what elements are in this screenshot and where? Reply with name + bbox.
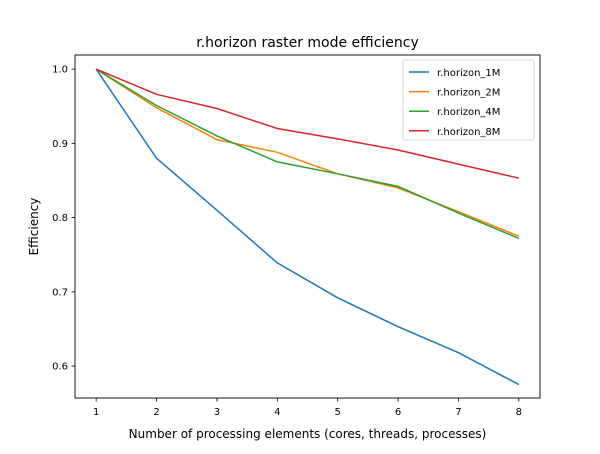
x-tick-label: 2 bbox=[153, 407, 159, 418]
legend-label: r.horizon_2M bbox=[437, 88, 500, 99]
x-tick-label: 7 bbox=[455, 407, 461, 418]
series-line-r.horizon_4M bbox=[95, 68, 520, 240]
legend-label: r.horizon_1M bbox=[437, 68, 500, 79]
legend-label: r.horizon_4M bbox=[437, 107, 500, 118]
series-line-r.horizon_1M bbox=[95, 68, 520, 386]
y-tick-label: 0.9 bbox=[52, 139, 68, 150]
x-tick-label: 6 bbox=[395, 407, 401, 418]
y-tick-label: 0.6 bbox=[52, 362, 68, 373]
x-tick-label: 8 bbox=[516, 407, 522, 418]
series-line-r.horizon_2M bbox=[95, 68, 520, 237]
x-tick-label: 3 bbox=[214, 407, 220, 418]
x-tick-label: 5 bbox=[335, 407, 341, 418]
x-tick-label: 4 bbox=[274, 407, 280, 418]
legend-label: r.horizon_8M bbox=[437, 127, 500, 138]
x-tick-label: 1 bbox=[93, 407, 99, 418]
y-tick-label: 0.8 bbox=[52, 213, 68, 224]
legend: r.horizon_1M r.horizon_2M r.horizon_4M r.ho… bbox=[402, 59, 535, 141]
y-tick-label: 0.7 bbox=[52, 287, 68, 298]
chart-title: r.horizon raster mode efficiency bbox=[196, 35, 419, 51]
series-line-r.horizon_8M bbox=[95, 68, 520, 179]
y-tick-label: 1.0 bbox=[52, 65, 68, 76]
legend-frame bbox=[402, 59, 535, 141]
x-axis-label: Number of processing elements (cores, th… bbox=[129, 427, 487, 441]
plot-frame bbox=[74, 54, 541, 399]
y-axis-label: Efficiency bbox=[27, 198, 41, 256]
